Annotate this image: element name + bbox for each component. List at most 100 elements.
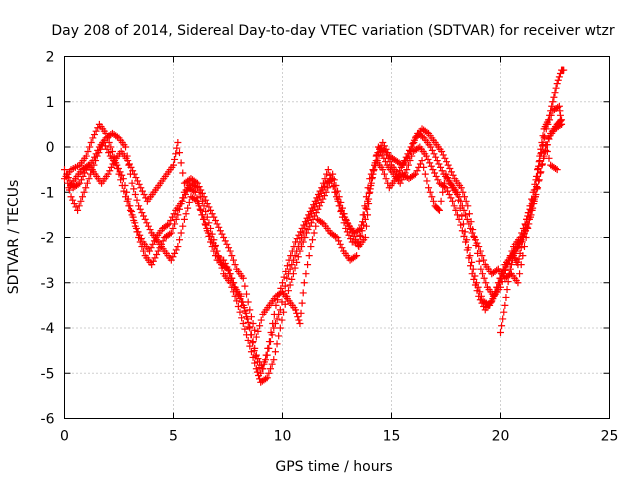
data-point xyxy=(234,303,242,311)
series-track-c xyxy=(65,134,561,341)
data-point xyxy=(416,160,424,168)
data-point xyxy=(304,261,312,269)
data-point xyxy=(253,358,261,366)
data-point xyxy=(291,264,299,272)
data-point xyxy=(150,237,158,245)
data-point xyxy=(470,232,478,240)
data-point xyxy=(198,211,206,219)
data-point xyxy=(270,324,278,332)
data-point xyxy=(444,187,452,195)
data-point xyxy=(370,167,378,175)
data-point xyxy=(122,143,130,151)
data-point xyxy=(299,229,307,237)
data-point xyxy=(495,279,503,287)
data-point xyxy=(251,326,259,334)
data-point xyxy=(197,186,205,194)
data-point xyxy=(435,160,443,168)
data-point xyxy=(288,261,296,269)
data-point xyxy=(92,157,100,165)
data-point xyxy=(213,220,221,228)
data-point xyxy=(297,309,305,317)
data-point xyxy=(128,207,136,215)
data-point xyxy=(61,166,68,174)
data-point xyxy=(301,224,309,232)
data-point xyxy=(206,232,214,240)
data-point xyxy=(463,215,471,223)
data-point xyxy=(220,234,228,241)
data-point xyxy=(487,298,495,306)
data-point xyxy=(286,265,294,273)
data-point xyxy=(105,149,113,157)
data-point xyxy=(86,143,94,151)
data-point xyxy=(497,274,505,282)
data-point xyxy=(214,252,222,260)
data-point xyxy=(455,196,463,204)
data-point xyxy=(149,240,157,248)
series-track-d xyxy=(61,120,566,377)
data-point xyxy=(167,217,175,225)
data-point xyxy=(177,159,185,167)
data-point xyxy=(180,194,188,202)
data-point xyxy=(548,102,556,110)
data-point xyxy=(423,177,431,185)
data-point xyxy=(77,197,85,205)
data-point xyxy=(469,265,477,273)
data-point xyxy=(536,152,544,160)
data-point xyxy=(408,152,416,160)
data-point xyxy=(491,291,499,299)
data-point xyxy=(239,319,247,327)
data-point xyxy=(553,166,561,174)
x-tick-label: 10 xyxy=(274,429,292,445)
data-point xyxy=(523,215,531,223)
data-point xyxy=(443,158,451,166)
data-point xyxy=(515,255,523,263)
data-point xyxy=(159,237,167,245)
data-point xyxy=(540,154,548,162)
data-point xyxy=(143,219,151,227)
data-point xyxy=(203,200,211,208)
data-point xyxy=(450,202,458,210)
data-point xyxy=(184,204,192,212)
data-point xyxy=(504,278,512,286)
data-point xyxy=(140,212,148,220)
data-point xyxy=(304,226,312,234)
data-point xyxy=(368,175,376,183)
data-point xyxy=(459,188,467,196)
data-point xyxy=(146,226,154,234)
data-point xyxy=(121,181,129,189)
chart-title: Day 208 of 2014, Sidereal Day-to-day VTE… xyxy=(51,23,615,39)
data-point xyxy=(202,207,210,215)
data-point xyxy=(514,279,522,287)
data-point xyxy=(307,243,315,251)
data-point xyxy=(538,138,546,146)
data-point xyxy=(175,149,183,157)
data-point xyxy=(240,304,248,312)
data-point xyxy=(83,162,91,170)
data-point xyxy=(278,316,286,324)
data-point xyxy=(87,138,95,146)
data-point xyxy=(467,224,475,232)
data-point xyxy=(386,158,394,166)
data-point xyxy=(323,170,331,178)
data-point xyxy=(252,352,260,360)
data-point xyxy=(142,194,150,202)
data-point xyxy=(244,336,252,344)
data-point xyxy=(170,161,177,169)
y-tick-label: -3 xyxy=(41,276,55,292)
data-point xyxy=(480,274,488,282)
data-point xyxy=(552,84,560,92)
data-point xyxy=(211,243,219,251)
data-point xyxy=(167,256,175,264)
data-point xyxy=(359,211,367,219)
data-point xyxy=(336,240,344,248)
data-point xyxy=(93,152,101,160)
data-point xyxy=(114,164,122,172)
data-point xyxy=(242,309,250,317)
data-point xyxy=(136,231,144,239)
data-point xyxy=(134,228,142,236)
data-point xyxy=(456,204,464,212)
data-point xyxy=(468,229,476,237)
data-point xyxy=(541,148,549,156)
data-point xyxy=(263,374,271,382)
